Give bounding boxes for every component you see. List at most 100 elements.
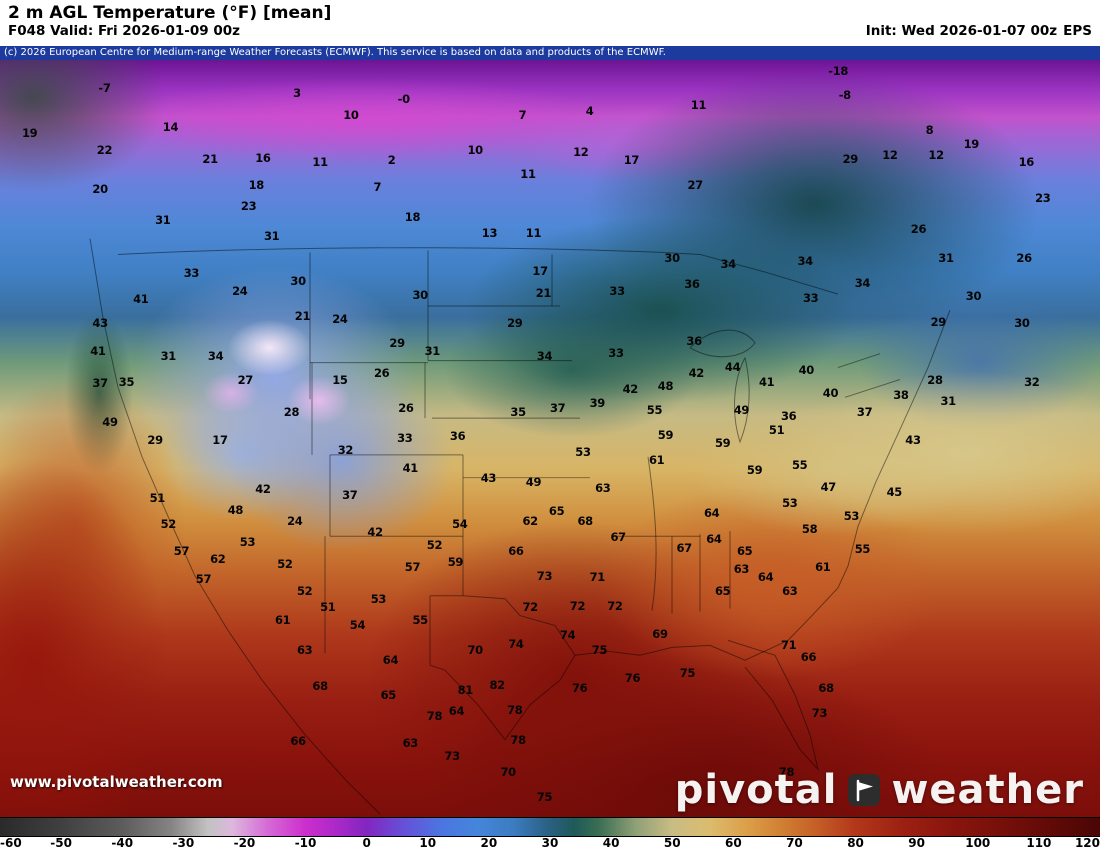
temperature-label: 68 [577,514,593,528]
temperature-label: 52 [296,583,313,598]
temperature-label: 21 [294,308,311,323]
temperature-label: 37 [92,376,108,391]
temperature-label: 22 [96,143,113,158]
temperature-label: 68 [312,679,328,694]
temperature-label: 54 [349,618,366,633]
temperature-label: 20 [92,181,108,196]
colorbar-tick: 20 [480,836,498,850]
temperature-label: 51 [320,599,336,614]
temperature-label: -0 [397,92,410,107]
colorbar-tick: 100 [965,836,991,850]
temperature-label: 31 [424,343,441,358]
temperature-label: 75 [591,643,608,658]
temperature-label: 67 [610,529,626,544]
copyright-bar: (c) 2026 European Centre for Medium-rang… [0,46,1100,60]
temperature-label: 15 [332,373,348,388]
temperature-label: 52 [277,557,293,572]
temperature-label: 26 [910,221,927,236]
temperature-label: 40 [798,363,815,378]
temperature-label: 36 [684,277,700,292]
temperature-label: 55 [646,403,663,418]
temperature-label: 16 [1018,155,1035,170]
temperature-label: 21 [535,286,552,301]
temperature-label: 28 [927,373,943,388]
colorbar-tick: -30 [172,836,195,850]
temperature-label: 51 [768,423,785,438]
temperature-label: 29 [507,315,523,330]
temperature-label: 51 [149,490,166,505]
temperature-label: 54 [452,517,468,532]
temperature-label: 30 [664,251,680,266]
watermark: www.pivotalweather.com [10,773,223,791]
temperature-label: 12 [882,147,898,162]
temperature-label: 19 [963,137,980,152]
temperature-label: 44 [724,360,741,375]
temperature-label: 53 [370,591,387,606]
temperature-label: 30 [412,288,428,303]
colorbar: -60 -50 -40 -30 -20 -10 0 10 20 30 40 50 60 70 80 90 100… [0,817,1100,850]
temperature-label: 31 [155,213,171,228]
temperature-label: 39 [589,395,606,410]
temperature-label: 75 [536,790,553,805]
temperature-label: 19 [21,125,38,140]
colorbar-tick: -10 [294,836,317,850]
temperature-label: 29 [930,314,947,329]
temperature-label: 53 [239,535,256,550]
temperature-label: 2 [387,152,396,167]
temperature-label: 31 [940,393,956,408]
copyright-text: (c) 2026 European Centre for Medium-rang… [4,47,666,58]
temperature-label: 75 [679,666,696,681]
temperature-label: 66 [290,733,306,748]
temperature-label: 71 [589,570,606,585]
temperature-label: 33 [802,291,819,306]
logo-text-weather: weather [891,767,1084,813]
temperature-label: 32 [1024,374,1040,389]
colorbar-tick: 30 [541,836,559,850]
temperature-label: 28 [283,405,300,419]
temperature-label: 7 [373,180,382,195]
temperature-label: 11 [312,155,328,170]
init-time-text: Init: Wed 2026-01-07 00z [865,23,1058,39]
temperature-label: 17 [623,152,640,167]
temperature-label: 33 [397,430,413,445]
temperature-label: 73 [444,748,460,763]
temperature-label: 72 [607,598,623,613]
colorbar-tick: -60 [0,836,22,850]
colorbar-tick: 120 [1074,836,1100,850]
temperature-label: 37 [856,405,873,419]
temperature-label: 34 [854,276,871,291]
colorbar-tick: -50 [50,836,72,850]
temperature-labels-layer: -7 3 -0 10 7 4 11 -18 -8 8 19 14 22 21 16 11 2 10 11 12 17 29… [0,60,1100,817]
state-borders-overlay [89,238,951,815]
temperature-label: 26 [1016,251,1032,266]
temperature-label: 35 [118,375,135,390]
temperature-label: 49 [525,474,542,489]
temperature-label: 10 [467,143,483,158]
colorbar-tick: 80 [847,836,864,850]
temperature-label: 65 [714,583,731,598]
temperature-label: 4 [585,103,594,118]
valid-time: F048 Valid: Fri 2026-01-09 00z [8,23,240,39]
temperature-label: 55 [854,542,871,557]
temperature-label: 16 [255,151,271,166]
colorbar-tick: 10 [419,836,437,850]
temperature-label: 33 [609,283,625,298]
temperature-label: 47 [820,479,837,494]
temperature-label: 62 [210,551,226,566]
temperature-label: 66 [800,649,817,664]
temperature-label: 69 [652,626,668,641]
temperature-label: 36 [780,408,797,423]
temperature-label: 52 [160,517,177,532]
temperature-label: 59 [714,436,731,451]
temperature-label: 78 [507,702,523,717]
temperature-label: 63 [296,643,313,658]
temperature-label: 13 [481,225,498,240]
temperature-map[interactable]: -7 3 -0 10 7 4 11 -18 -8 8 19 14 22 21 16 11 2 10 11 12 17 29… [0,60,1100,817]
temperature-label: 38 [893,387,909,402]
temperature-label: 63 [595,480,611,495]
colorbar-tick: 60 [724,836,742,850]
colorbar-tick: 90 [908,836,926,850]
temperature-label: 49 [102,414,118,429]
temperature-label: 76 [624,671,641,686]
